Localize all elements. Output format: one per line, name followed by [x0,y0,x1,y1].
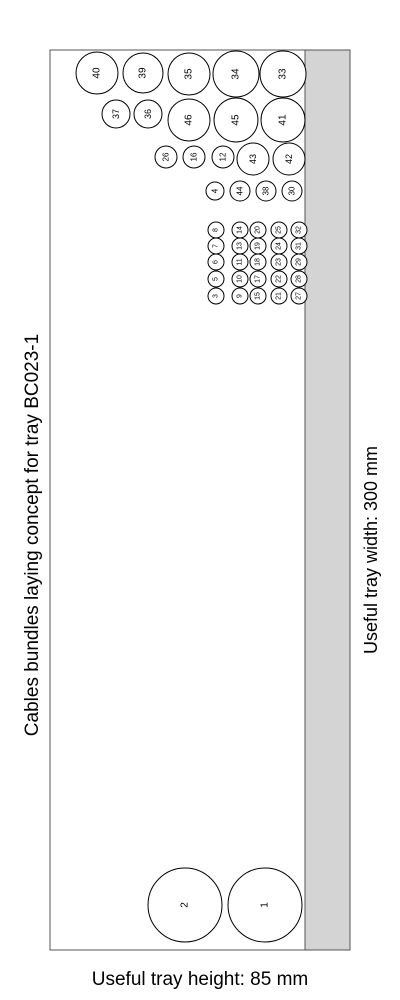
bundle-label: 3 [213,294,220,298]
cable-bundle-9: 9 [232,288,248,304]
bundle-label: 16 [190,152,199,161]
bundle-label: 25 [276,226,283,234]
bundle-label: 26 [162,152,171,161]
cable-bundle-14: 14 [232,222,248,238]
bundle-label: 24 [276,242,283,250]
cable-bundle-23: 23 [271,254,287,270]
cable-bundle-25: 25 [271,222,287,238]
bundle-label: 6 [213,260,220,264]
cable-bundle-42: 42 [273,143,305,175]
cable-bundle-11: 11 [232,254,248,270]
bundle-label: 9 [237,294,244,298]
bundle-label: 43 [248,154,258,164]
cable-bundle-34: 34 [213,51,259,97]
bundle-label: 34 [231,68,242,80]
cable-bundle-7: 7 [208,238,224,254]
bundle-label: 8 [213,228,220,232]
cable-bundle-5: 5 [208,271,224,287]
cable-bundle-2: 2 [148,868,222,942]
cable-bundle-29: 29 [291,254,307,270]
cable-bundle-28: 28 [291,271,307,287]
cable-bundle-31: 31 [291,238,307,254]
diagram-title: Cables bundles laying concept for tray B… [22,334,43,736]
cable-bundle-32: 32 [291,222,307,238]
tray-base-strip [305,50,350,950]
bundle-label: 19 [255,242,262,250]
cable-bundle-12: 12 [212,146,234,168]
bundle-label: 32 [296,226,303,234]
bundle-label: 10 [237,275,244,283]
cable-bundle-20: 20 [250,222,266,238]
cable-bundle-43: 43 [237,143,269,175]
cable-bundle-10: 10 [232,271,248,287]
bundle-label: 27 [296,292,303,300]
cable-bundle-22: 22 [271,271,287,287]
cable-bundle-17: 17 [250,271,266,287]
cable-bundle-18: 18 [250,254,266,270]
bundle-label: 17 [255,275,262,283]
cable-bundle-13: 13 [232,238,248,254]
bundle-label: 1 [260,902,271,908]
bundle-label: 36 [143,109,153,119]
bundle-label: 28 [296,275,303,283]
cable-bundle-46: 46 [168,99,210,141]
cable-bundle-6: 6 [208,254,224,270]
bundle-label: 13 [237,242,244,250]
bundle-label: 33 [278,68,289,80]
bundle-label: 4 [211,188,220,193]
bundle-label: 42 [284,154,294,164]
bundle-label: 38 [262,186,271,195]
cable-bundle-3: 3 [208,288,224,304]
cable-bundle-38: 38 [256,181,276,201]
cable-bundle-8: 8 [208,222,224,238]
bundle-label: 23 [276,258,283,266]
cable-bundle-33: 33 [260,51,306,97]
cable-bundle-44: 44 [230,181,250,201]
bundle-label: 39 [138,67,149,79]
cable-bundle-4: 4 [206,182,224,200]
cable-bundle-1: 1 [228,868,302,942]
bundle-label: 31 [296,242,303,250]
bundle-label: 2 [180,902,191,908]
bundle-label: 45 [231,114,242,126]
tray-width-label: Useful tray width: 300 mm [361,446,381,654]
cable-bundle-19: 19 [250,238,266,254]
cable-bundle-16: 16 [183,146,205,168]
tray-height-label: Useful tray height: 85 mm [92,969,308,990]
bundle-label: 21 [276,292,283,300]
cable-bundle-39: 39 [123,53,163,93]
bundle-label: 37 [111,109,121,119]
bundle-label: 44 [236,186,245,195]
cable-bundle-26: 26 [155,146,177,168]
bundle-label: 30 [288,186,297,195]
bundle-label: 11 [237,258,244,265]
bundle-label: 41 [278,114,289,126]
cable-bundle-40: 40 [76,52,118,94]
cable-bundle-36: 36 [134,100,162,128]
cable-bundle-45: 45 [214,98,258,142]
cable-bundle-24: 24 [271,238,287,254]
bundle-label: 29 [296,258,303,266]
bundle-label: 5 [213,277,220,281]
cable-bundle-35: 35 [168,53,210,95]
bundle-label: 20 [255,226,262,234]
bundle-label: 40 [92,67,103,79]
bundle-label: 46 [184,114,195,126]
cable-bundle-41: 41 [261,98,305,142]
cable-bundle-15: 15 [250,288,266,304]
bundle-label: 22 [276,275,283,283]
cable-bundle-37: 37 [102,100,130,128]
bundle-label: 14 [237,226,244,234]
bundle-label: 12 [219,152,228,161]
bundle-label: 35 [184,68,195,80]
cable-bundle-27: 27 [291,288,307,304]
cable-bundle-30: 30 [282,181,302,201]
bundle-label: 7 [213,244,220,248]
bundle-label: 18 [255,258,262,266]
bundle-label: 15 [255,292,262,300]
cable-bundle-21: 21 [271,288,287,304]
